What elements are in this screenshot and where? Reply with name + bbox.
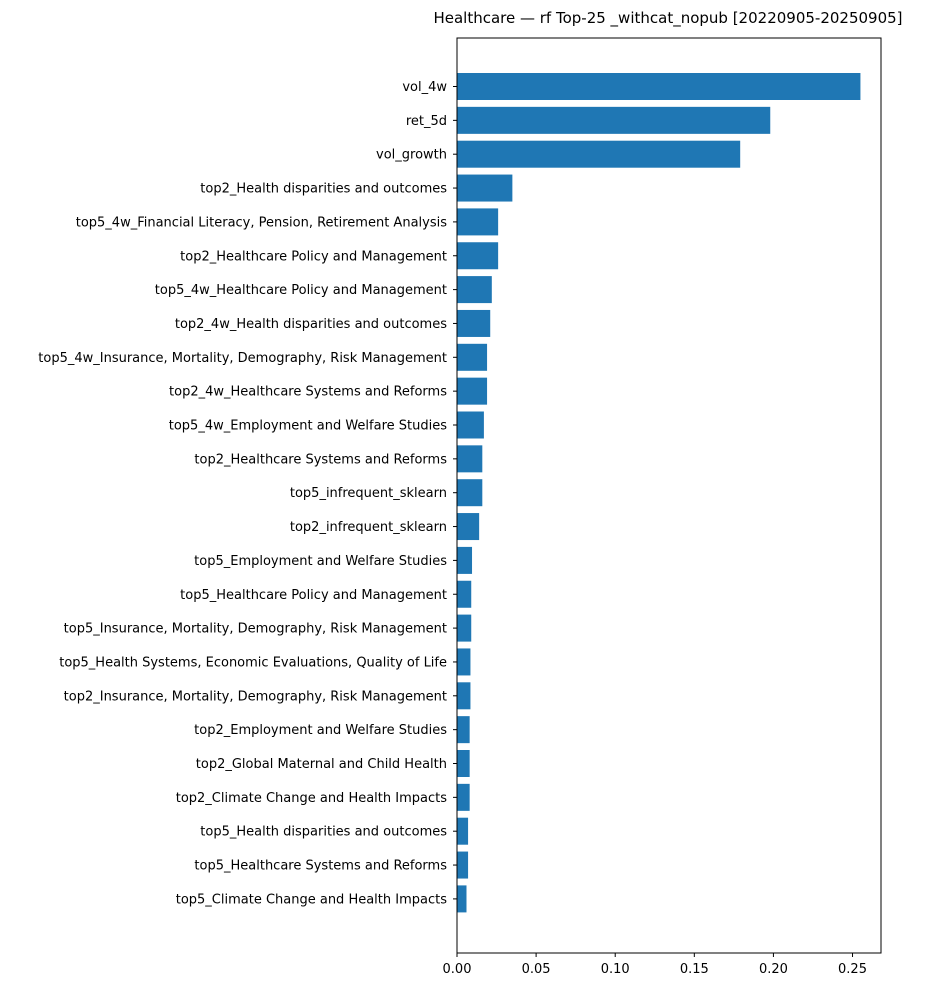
plot-frame: [456, 37, 882, 954]
bar: [457, 682, 471, 710]
bar: [457, 614, 472, 642]
bar: [457, 851, 469, 879]
x-tick-label: 0.15: [680, 962, 709, 977]
x-tick-label: 0.25: [838, 962, 867, 977]
bar: [457, 817, 469, 845]
category-label: top5_Climate Change and Health Impacts: [176, 892, 448, 907]
category-label: ret_5d: [406, 114, 447, 129]
category-label: top5_4w_Insurance, Mortality, Demography…: [38, 351, 447, 366]
category-label: top5_4w_Healthcare Policy and Management: [155, 283, 447, 298]
x-axis-ticks: 0.00 0.05 0.10 0.15 0.20 0.25: [443, 953, 867, 977]
category-label: top5_Health Systems, Economic Evaluation…: [59, 655, 447, 670]
category-label: top2_Healthcare Policy and Management: [180, 249, 447, 264]
category-label: top5_Employment and Welfare Studies: [194, 554, 447, 569]
bar: [457, 174, 513, 202]
bar: [457, 648, 471, 676]
category-label: top5_Healthcare Systems and Reforms: [194, 859, 447, 874]
bar: [457, 106, 771, 134]
category-label: top2_Health disparities and outcomes: [200, 182, 447, 197]
category-label: vol_growth: [376, 148, 447, 163]
category-label: top2_Global Maternal and Child Health: [196, 757, 447, 772]
bar: [457, 208, 499, 236]
x-tick-label: 0.05: [522, 962, 551, 977]
category-label: top5_Insurance, Mortality, Demography, R…: [64, 622, 447, 637]
bar: [457, 546, 473, 574]
bar: [457, 140, 741, 168]
bar: [457, 445, 483, 473]
category-label: top5_infrequent_sklearn: [290, 486, 447, 501]
category-labels: vol_4w ret_5d vol_growth top2_Health dispar…: [38, 80, 457, 907]
bar: [457, 885, 467, 913]
x-tick-label: 0.20: [759, 962, 788, 977]
category-label: top2_4w_Health disparities and outcomes: [175, 317, 447, 332]
category-label: top5_4w_Financial Literacy, Pension, Ret…: [76, 215, 447, 230]
bar: [457, 479, 483, 507]
category-label: top5_Health disparities and outcomes: [200, 825, 447, 840]
bar: [457, 411, 484, 439]
category-label: top2_Employment and Welfare Studies: [194, 723, 447, 738]
bar: [457, 309, 491, 337]
category-label: top2_Healthcare Systems and Reforms: [194, 452, 447, 467]
bar: [457, 580, 472, 608]
category-label: top2_Insurance, Mortality, Demography, R…: [64, 689, 447, 704]
category-label: top2_4w_Healthcare Systems and Reforms: [169, 385, 447, 400]
chart-title: Healthcare — rf Top-25 _withcat_nopub [2…: [433, 9, 902, 28]
bar: [457, 242, 499, 270]
x-tick-label: 0.10: [601, 962, 630, 977]
bar: [457, 276, 492, 304]
category-label: top2_Climate Change and Health Impacts: [176, 791, 448, 806]
bar: [457, 513, 480, 541]
category-label: top5_4w_Employment and Welfare Studies: [169, 419, 447, 434]
x-tick-label: 0.00: [443, 962, 472, 977]
bars-group: [457, 73, 861, 913]
category-label: top2_infrequent_sklearn: [290, 520, 447, 535]
bar: [457, 750, 470, 777]
category-label: vol_4w: [402, 80, 447, 95]
bar: [457, 783, 470, 811]
bar: [457, 716, 470, 744]
bar: [457, 73, 861, 100]
category-label: top5_Healthcare Policy and Management: [180, 588, 447, 603]
bar: [457, 377, 488, 405]
bar: [457, 343, 488, 371]
